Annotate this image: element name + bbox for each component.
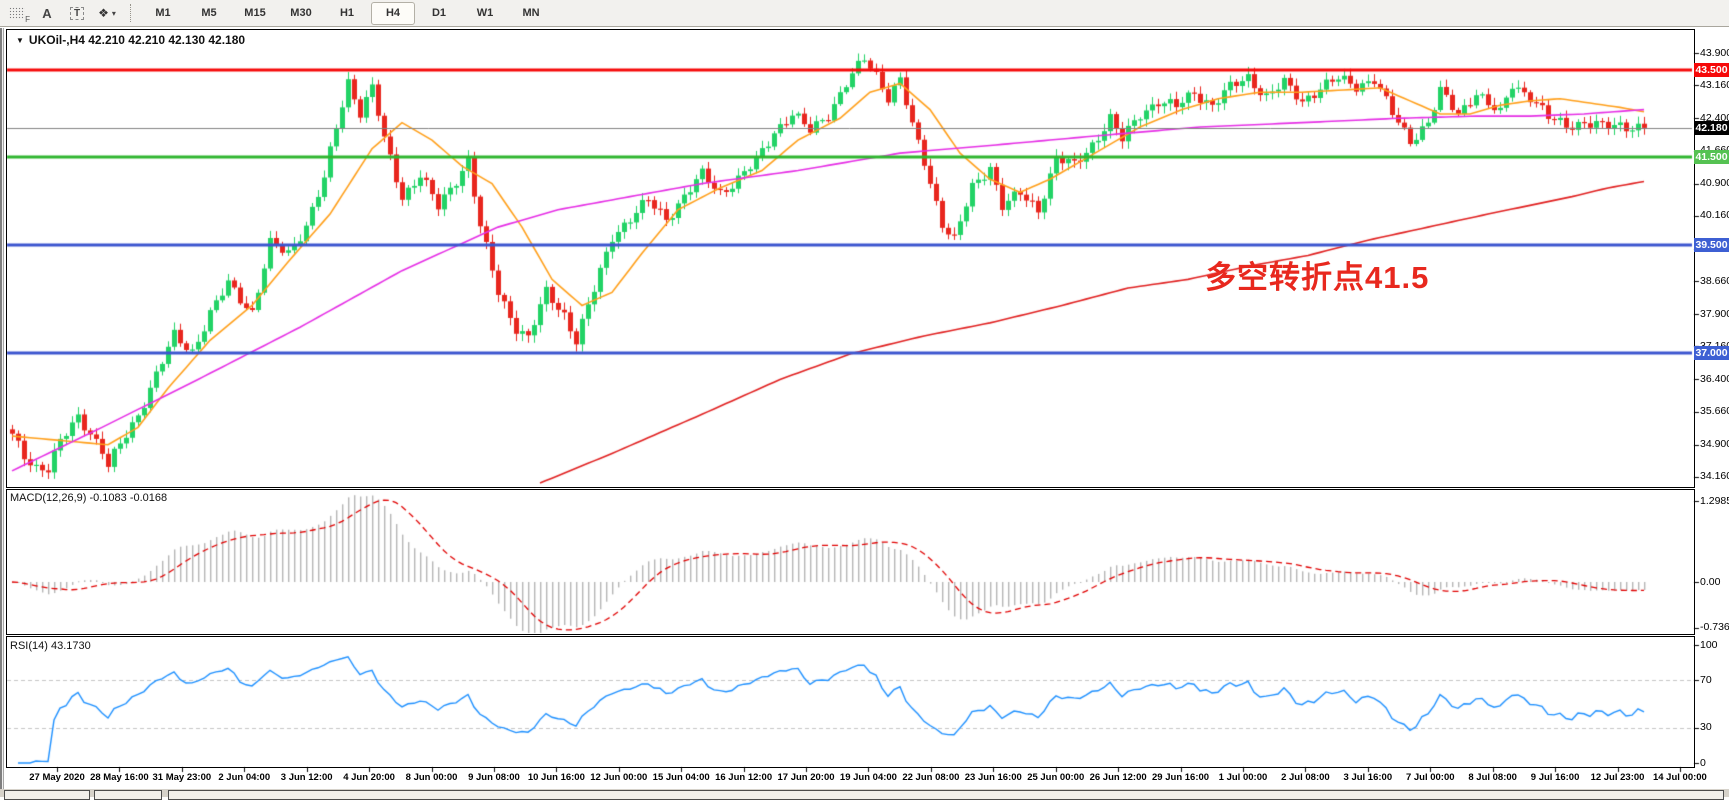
symbol-header[interactable]: ▼ UKOil-,H4 42.210 42.210 42.130 42.180 [16, 33, 245, 47]
price-badge-42.180: 42.180 [1694, 120, 1729, 135]
time-tick-label: 2 Jun 04:00 [218, 772, 271, 783]
price-badge-43.500: 43.500 [1694, 63, 1729, 78]
time-tick-label: 2 Jul 08:00 [1281, 772, 1330, 783]
time-tick-label: 23 Jun 16:00 [964, 772, 1022, 783]
time-tick-label: 28 May 16:00 [90, 772, 149, 783]
rsi-tick-label: 30 [1700, 721, 1712, 734]
text-label-button[interactable]: A [33, 2, 61, 25]
timeframe-button-M5[interactable]: M5 [201, 7, 217, 19]
price-tick-label: 38.660 [1700, 274, 1729, 287]
rsi-tick-label: 70 [1700, 673, 1712, 686]
timeframe-button-H1[interactable]: H1 [339, 7, 355, 19]
price-tick-label: 34.900 [1700, 438, 1729, 451]
grid-f-label: F [25, 15, 30, 24]
time-tick-label: 3 Jun 12:00 [280, 772, 333, 783]
time-tick-label: 16 Jun 12:00 [715, 772, 773, 783]
time-tick-label: 25 Jun 00:00 [1027, 772, 1085, 783]
price-tick-label: 35.660 [1700, 405, 1729, 418]
timeframe-button-D1[interactable]: D1 [431, 7, 447, 19]
letter-a-icon: A [42, 5, 52, 21]
price-badge-39.500: 39.500 [1694, 237, 1729, 252]
bottom-tab[interactable] [94, 790, 162, 800]
time-tick-label: 27 May 2020 [29, 772, 85, 783]
graphic-objects-button[interactable]: ❖ ▾ [93, 2, 121, 25]
price-tick-label: 42.400 [1700, 111, 1729, 124]
symbol-ohlc-text: UKOil-,H4 42.210 42.210 42.130 42.180 [28, 33, 246, 47]
toolbar-separator [130, 4, 132, 22]
rsi-label: RSI(14) 43.1730 [10, 640, 91, 652]
macd-tick-label: -0.7362 [1700, 621, 1729, 634]
time-tick-label: 14 Jul 00:00 [1652, 772, 1707, 783]
timeframe-button-M30[interactable]: M30 [290, 7, 312, 19]
time-tick-label: 8 Jun 00:00 [405, 772, 458, 783]
time-tick-label: 15 Jun 04:00 [652, 772, 710, 783]
shapes-icon: ❖ [98, 6, 109, 20]
time-tick-label: 12 Jun 00:00 [590, 772, 648, 783]
timeframe-button-H4[interactable]: H4 [371, 1, 415, 25]
time-tick-label: 9 Jul 16:00 [1530, 772, 1580, 783]
macd-label: MACD(12,26,9) -0.1083 -0.0168 [10, 492, 168, 504]
time-tick-label: 4 Jun 20:00 [343, 772, 395, 783]
bottom-status-section [168, 790, 1724, 800]
price-badge-37.000: 37.000 [1694, 346, 1729, 361]
time-tick-label: 3 Jul 16:00 [1343, 772, 1393, 783]
time-tick-label: 31 May 23:00 [152, 772, 212, 783]
price-tick-label: 34.160 [1700, 470, 1729, 483]
time-tick-label: 9 Jun 08:00 [468, 772, 520, 783]
crosshair-grid-button[interactable]: F [3, 2, 31, 25]
price-tick-label: 40.160 [1700, 209, 1729, 222]
window-left-edge [0, 28, 4, 789]
time-tick-label: 8 Jul 08:00 [1468, 772, 1517, 783]
timeframe-button-MN[interactable]: MN [522, 7, 540, 19]
rsi-tick-label: 100 [1700, 638, 1718, 651]
time-tick-label: 22 Jun 08:00 [902, 772, 960, 783]
time-tick-label: 26 Jun 12:00 [1089, 772, 1147, 783]
time-tick-label: 17 Jun 20:00 [777, 772, 835, 783]
time-tick-label: 19 Jun 04:00 [839, 772, 897, 783]
text-box-button[interactable]: T [63, 2, 91, 25]
timeframe-button-M15[interactable]: M15 [244, 7, 266, 19]
macd-tick-label: 1.2985 [1700, 494, 1729, 507]
price-tick-label: 36.400 [1700, 372, 1729, 385]
price-badge-41.500: 41.500 [1694, 150, 1729, 165]
price-tick-label: 37.900 [1700, 307, 1729, 320]
price-tick-label: 40.900 [1700, 177, 1729, 190]
bottom-tab-bar [0, 789, 1729, 800]
macd-tick-label: 0.00 [1700, 575, 1721, 588]
chart-annotation-text: 多空转折点41.5 [1205, 260, 1430, 295]
price-tick-label: 43.900 [1700, 46, 1729, 59]
time-tick-label: 1 Jul 00:00 [1218, 772, 1268, 783]
timeframe-button-W1[interactable]: W1 [476, 7, 494, 19]
time-tick-label: 29 Jun 16:00 [1152, 772, 1210, 783]
timeframe-group: M1 M5 M15 M30 H1 H4 D1 W1 MN [141, 1, 553, 25]
boxed-t-icon: T [69, 6, 85, 20]
grid-icon: F [9, 7, 30, 24]
timeframe-button-M1[interactable]: M1 [155, 7, 171, 19]
rsi-tick-label: 0 [1700, 756, 1706, 769]
time-tick-label: 7 Jul 00:00 [1405, 772, 1455, 783]
time-tick-label: 10 Jun 16:00 [527, 772, 585, 783]
time-tick-label: 12 Jul 23:00 [1590, 772, 1645, 783]
symbol-dropdown-icon: ▼ [16, 36, 24, 45]
chevron-down-icon: ▾ [111, 8, 116, 18]
price-tick-label: 43.160 [1700, 78, 1729, 91]
bottom-tab[interactable] [4, 790, 90, 800]
toolbar: F A T ❖ ▾ M1 M5 M15 M30 H1 H4 D1 W1 MN [0, 0, 1729, 27]
